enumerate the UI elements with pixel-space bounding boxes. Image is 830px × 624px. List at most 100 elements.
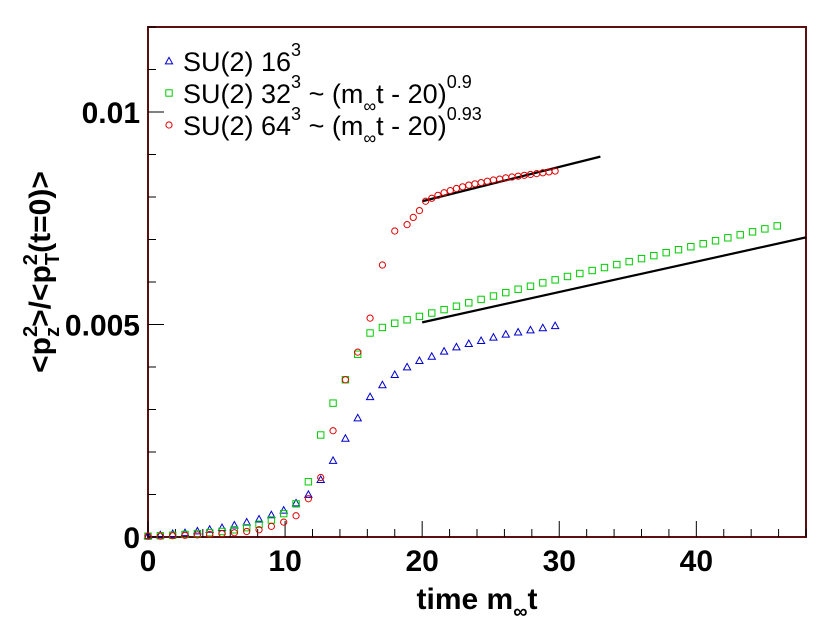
data-point xyxy=(514,285,522,293)
data-point xyxy=(465,299,473,307)
data-point xyxy=(724,234,732,242)
data-point xyxy=(748,228,757,236)
data-point xyxy=(292,500,300,508)
x-tick-label: 0 xyxy=(140,545,157,578)
data-point xyxy=(662,248,670,257)
data-point xyxy=(230,526,239,534)
data-point xyxy=(279,505,289,514)
data-points xyxy=(143,167,781,540)
data-point xyxy=(428,194,436,202)
data-point xyxy=(143,531,153,540)
x-tick-label: 40 xyxy=(680,545,713,578)
data-point xyxy=(391,319,399,327)
data-point xyxy=(513,327,523,336)
data-point xyxy=(625,257,633,266)
data-point xyxy=(378,323,387,332)
legend-entry: SU(2) 163 xyxy=(183,40,301,77)
data-point xyxy=(526,282,535,290)
data-point xyxy=(316,474,326,484)
data-point xyxy=(761,225,769,233)
data-point xyxy=(613,260,621,269)
legend-entry: SU(2) 643 ~ (m∞t - 20)0.93 xyxy=(183,104,482,148)
data-point xyxy=(465,181,473,189)
y-tick-label: 0.005 xyxy=(65,310,140,343)
data-point xyxy=(354,348,362,356)
data-point xyxy=(403,221,411,229)
legend-text: SU(2) 32 xyxy=(183,79,291,109)
data-point xyxy=(711,237,720,245)
data-point xyxy=(687,243,695,251)
data-point xyxy=(452,302,461,310)
data-point xyxy=(340,433,350,442)
legend-marker xyxy=(165,121,173,129)
x-label-sub: ∞ xyxy=(513,601,527,623)
data-point xyxy=(446,187,454,195)
axis-labels: time m∞t<p2z>/<p2T(t=0)> xyxy=(20,171,537,623)
data-point xyxy=(354,350,362,358)
data-point xyxy=(329,399,337,407)
x-axis-label: time m∞t xyxy=(417,583,538,623)
data-point xyxy=(266,510,276,519)
data-point xyxy=(414,355,424,365)
data-point xyxy=(366,314,374,322)
data-point xyxy=(377,380,387,389)
data-point xyxy=(526,325,535,334)
data-point xyxy=(193,531,201,539)
data-point xyxy=(576,269,584,278)
fit-lines xyxy=(421,155,807,324)
data-point xyxy=(421,197,430,205)
data-point xyxy=(366,329,374,337)
data-point xyxy=(489,292,498,300)
x-label-text: t xyxy=(527,583,537,616)
data-point xyxy=(218,530,226,538)
data-point xyxy=(217,523,227,532)
data-point xyxy=(650,251,658,260)
legend-fit: ~ (m xyxy=(301,111,363,141)
data-point xyxy=(390,370,400,379)
data-point xyxy=(230,529,238,537)
legend-sup: 3 xyxy=(291,72,301,92)
data-point xyxy=(181,531,189,539)
data-point xyxy=(476,336,486,345)
data-point xyxy=(242,517,252,526)
y-label-text: (t=0)> xyxy=(24,171,57,253)
data-point xyxy=(415,312,424,321)
data-point xyxy=(254,514,264,523)
data-point xyxy=(551,276,559,284)
series-3 xyxy=(144,167,559,540)
data-point xyxy=(477,178,485,187)
x-tick-label: 20 xyxy=(405,545,438,578)
data-point xyxy=(243,527,251,536)
data-point xyxy=(428,309,436,317)
data-point xyxy=(440,305,448,314)
x-tick-label: 30 xyxy=(543,545,576,578)
data-point xyxy=(773,222,781,230)
data-point xyxy=(304,478,313,486)
data-point xyxy=(402,362,412,371)
x-label-text: time m xyxy=(417,583,514,616)
y-tick-label: 0.01 xyxy=(82,97,140,130)
data-point xyxy=(415,207,424,215)
data-point xyxy=(144,532,152,540)
data-point xyxy=(292,512,300,520)
data-point xyxy=(471,180,479,188)
legend-fit: ~ (m xyxy=(301,79,363,109)
data-point xyxy=(317,473,325,482)
data-point xyxy=(403,316,411,324)
data-point xyxy=(280,518,288,526)
data-point xyxy=(205,524,215,533)
legend-marker xyxy=(164,56,174,65)
data-point xyxy=(229,520,239,529)
data-point xyxy=(674,246,683,254)
y-tick-label: 0 xyxy=(123,522,140,555)
y-label-sup: 2 xyxy=(20,254,42,265)
series-1 xyxy=(143,321,560,540)
legend-marker xyxy=(165,89,173,97)
data-point xyxy=(483,177,491,185)
data-point xyxy=(451,342,461,351)
data-point xyxy=(600,263,609,272)
data-point xyxy=(502,288,510,297)
axes: 0 10 20 30 40 0 0.005 0.01 xyxy=(65,26,807,578)
data-point xyxy=(539,279,547,287)
